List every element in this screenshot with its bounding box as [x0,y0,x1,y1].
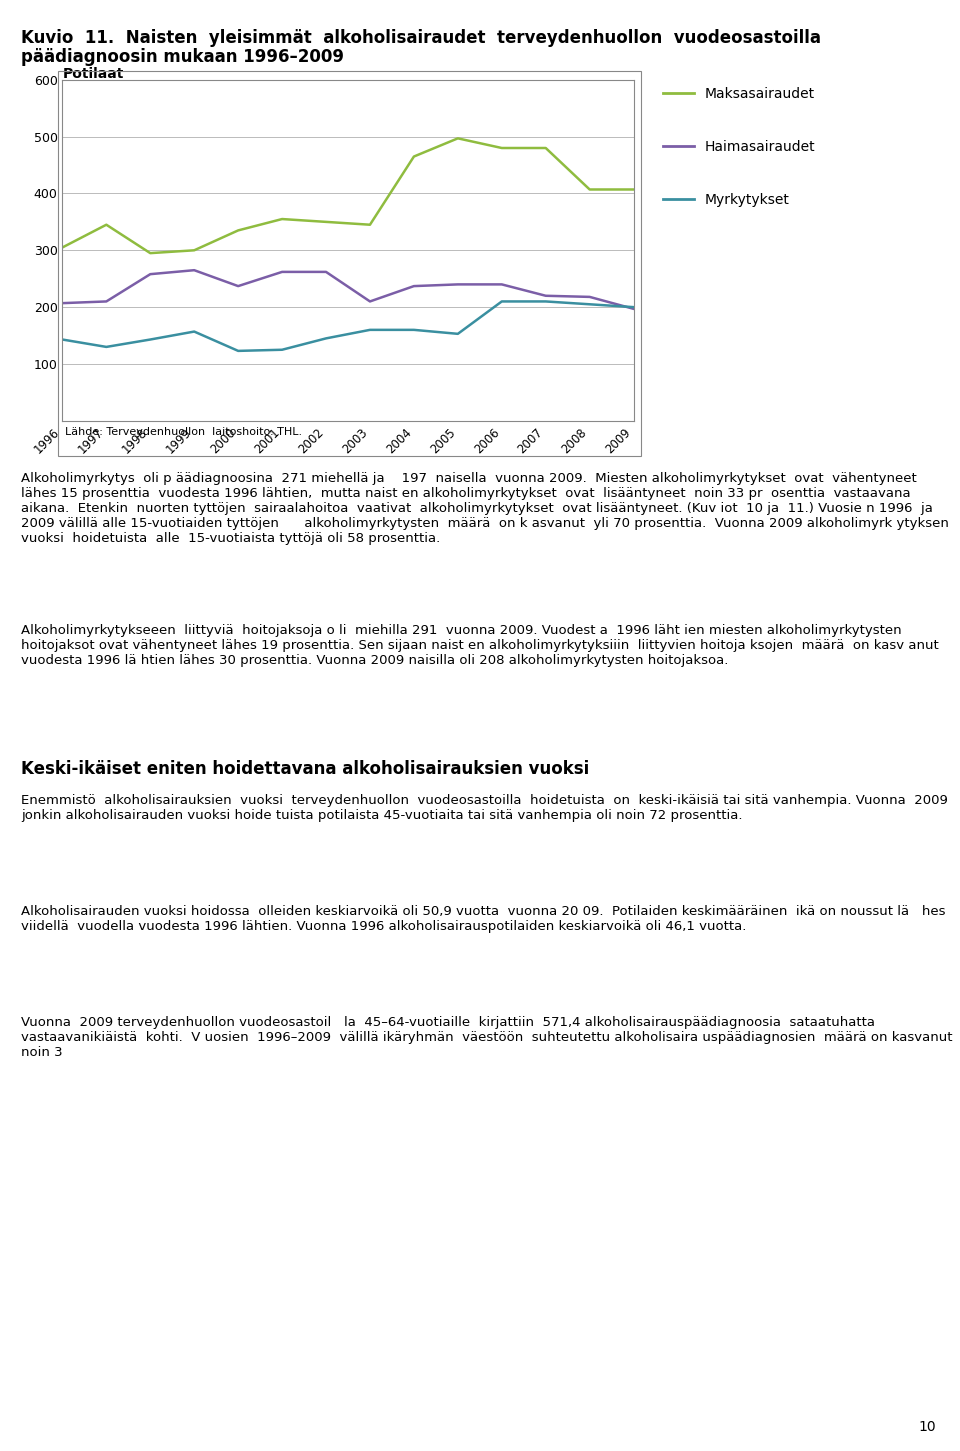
Legend: Maksasairaudet, Haimasairaudet, Myrkytykset: Maksasairaudet, Haimasairaudet, Myrkytyk… [663,87,816,206]
Text: Potilaat: Potilaat [62,67,124,81]
Text: Alkoholisairauden vuoksi hoidossa  olleiden keskiarvoikä oli 50,9 vuotta  vuonna: Alkoholisairauden vuoksi hoidossa olleid… [21,905,949,933]
Text: 10: 10 [919,1419,936,1434]
Text: Keski-ikäiset eniten hoidettavana alkoholisairauksien vuoksi: Keski-ikäiset eniten hoidettavana alkoho… [21,760,589,778]
Text: Enemmistö  alkoholisairauksien  vuoksi  terveydenhuollon  vuodeosastoilla  hoide: Enemmistö alkoholisairauksien vuoksi ter… [21,794,948,821]
Text: päädiagnoosin mukaan 1996–2009: päädiagnoosin mukaan 1996–2009 [21,48,344,65]
Text: Alkoholimyrkytykseeen  liittyviä  hoitojaksoja o li  miehilla 291  vuonna 2009. : Alkoholimyrkytykseeen liittyviä hoitojak… [21,624,943,667]
Text: Vuonna  2009 terveydenhuollon vuodeosastoil   la  45–64-vuotiaille  kirjattiin  : Vuonna 2009 terveydenhuollon vuodeosasto… [21,1016,952,1059]
Text: Lähde: Terveydenhuollon  laitoshoito. THL.: Lähde: Terveydenhuollon laitoshoito. THL… [65,427,302,437]
Text: Kuvio  11.  Naisten  yleisimmät  alkoholisairaudet  terveydenhuollon  vuodeosast: Kuvio 11. Naisten yleisimmät alkoholisai… [21,29,821,46]
Text: Alkoholimyrkytys  oli p äädiagnoosina  271 miehellä ja    197  naisella  vuonna : Alkoholimyrkytys oli p äädiagnoosina 271… [21,472,953,544]
